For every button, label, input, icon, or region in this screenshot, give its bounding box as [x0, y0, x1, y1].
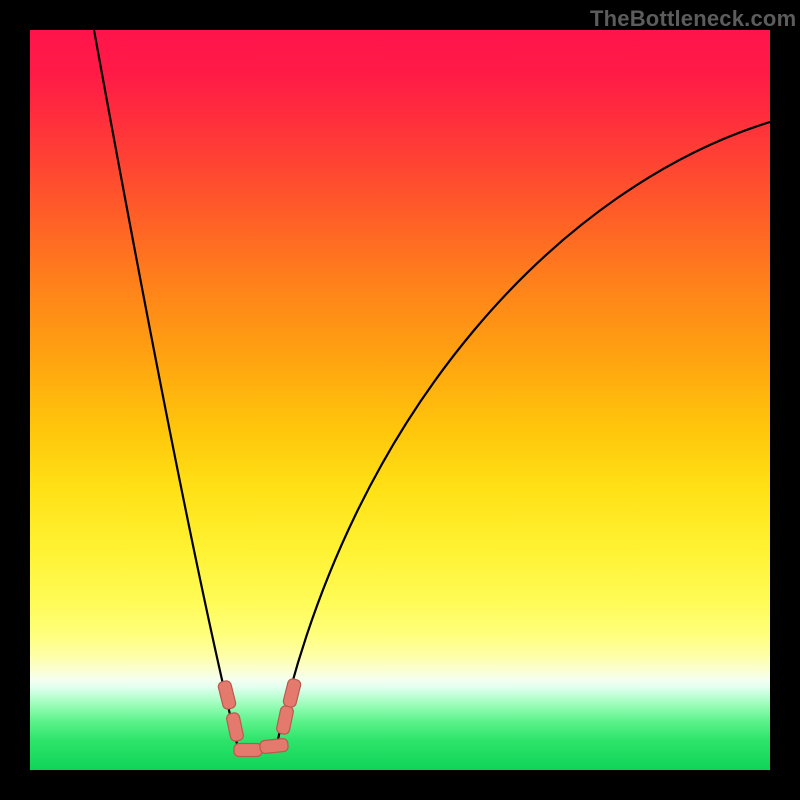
plot-area [30, 30, 770, 770]
watermark-text: TheBottleneck.com [590, 6, 796, 32]
chain-link [276, 705, 295, 735]
chain-link [217, 680, 236, 710]
chain-link [234, 744, 262, 757]
chain-link [259, 738, 288, 754]
chain-links [217, 678, 301, 757]
chain-link [226, 712, 245, 742]
curve-layer [30, 30, 770, 770]
bottleneck-curve [94, 30, 770, 748]
chain-link [282, 678, 301, 708]
